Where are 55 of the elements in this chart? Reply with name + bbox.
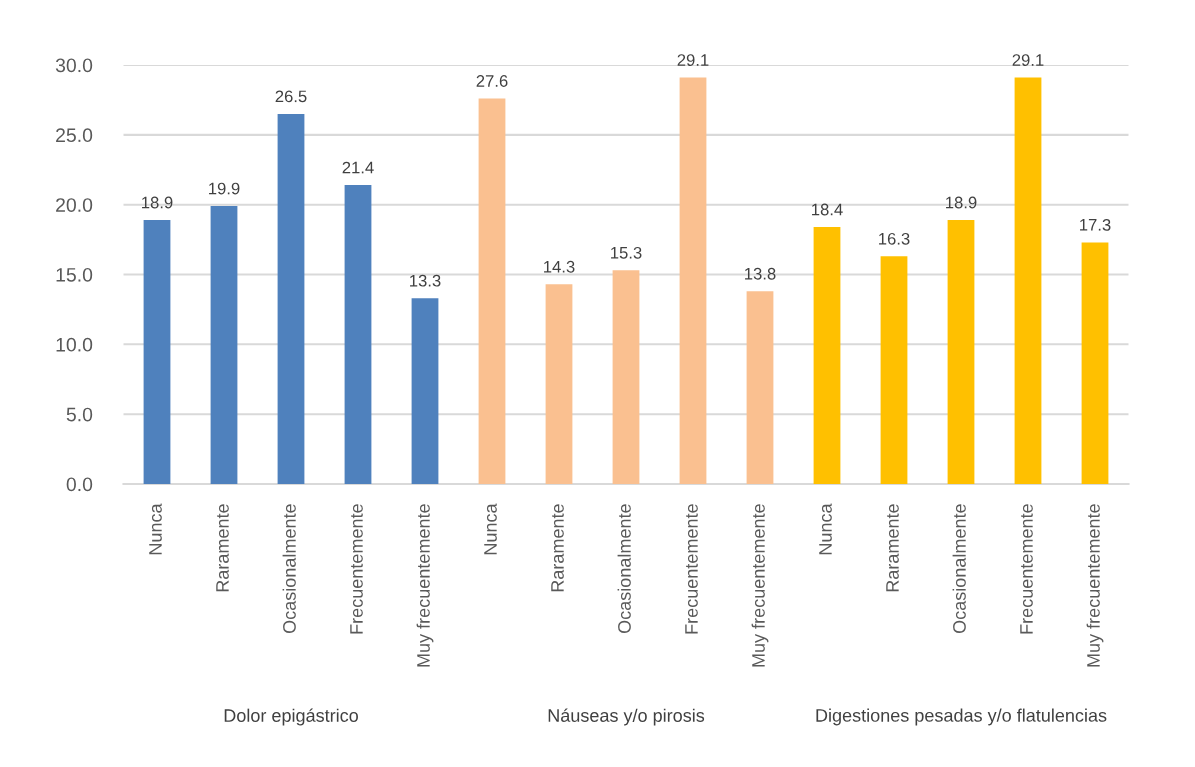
text: Digestiones pesadas y/o flatulencias bbox=[816, 708, 1107, 726]
bar bbox=[746, 291, 774, 484]
data-label: 21.4 bbox=[342, 161, 374, 174]
bar bbox=[612, 270, 640, 484]
data-label: 14.3 bbox=[544, 260, 575, 273]
bar bbox=[545, 284, 573, 484]
data-label: 18.9 bbox=[946, 196, 977, 209]
bar bbox=[277, 113, 305, 484]
bar bbox=[143, 220, 171, 484]
y-tick-label: 5.0 bbox=[66, 407, 93, 422]
x-tick-label: Ocasionalmente bbox=[617, 504, 631, 634]
y-tick-label: 10.0 bbox=[56, 337, 93, 352]
data-label: 15.3 bbox=[611, 246, 642, 259]
bar bbox=[880, 256, 908, 484]
x-tick-label: Ocasionalmente bbox=[952, 504, 966, 634]
data-label: 29.1 bbox=[1012, 54, 1044, 66]
text: Náuseas y/o pirosis bbox=[548, 708, 705, 726]
x-tick-label: Ocasionalmente bbox=[282, 504, 296, 634]
x-tick-label: Muy frecuentemente bbox=[416, 504, 434, 667]
data-label: 17.3 bbox=[1080, 218, 1111, 231]
x-tick-label: Raramente bbox=[551, 504, 564, 592]
y-tick-label: 0.0 bbox=[66, 477, 93, 492]
x-tick-label: Frecuentemente bbox=[350, 504, 363, 634]
data-label: 19.9 bbox=[209, 182, 240, 195]
bar bbox=[947, 220, 975, 484]
bar bbox=[1014, 77, 1042, 484]
bar bbox=[679, 77, 707, 484]
y-tick-label: 15.0 bbox=[56, 267, 93, 282]
x-tick-label: Muy frecuentemente bbox=[1086, 504, 1104, 667]
data-label: 29.1 bbox=[677, 54, 709, 66]
x-tick-label: Nunca bbox=[484, 503, 497, 555]
text: Dolor epigástrico bbox=[224, 708, 358, 726]
x-tick-label: Frecuentemente bbox=[685, 504, 698, 634]
bar bbox=[344, 185, 372, 484]
bar bbox=[813, 227, 841, 484]
y-tick-label: 25.0 bbox=[56, 128, 93, 143]
bar bbox=[478, 98, 506, 484]
data-label: 13.8 bbox=[745, 267, 776, 280]
y-tick-label: 20.0 bbox=[56, 198, 93, 212]
y-tick-label: 30.0 bbox=[55, 58, 93, 73]
data-label: 18.9 bbox=[142, 196, 173, 209]
bar bbox=[411, 298, 439, 484]
x-tick-label: Nunca bbox=[149, 503, 162, 555]
x-tick-label: Nunca bbox=[819, 503, 832, 555]
data-label: 13.3 bbox=[410, 274, 441, 287]
data-label: 27.6 bbox=[476, 75, 508, 87]
x-tick-label: Frecuentemente bbox=[1020, 504, 1033, 634]
data-label: 18.4 bbox=[812, 203, 843, 216]
bar bbox=[210, 206, 238, 484]
x-tick-label: Muy frecuentemente bbox=[751, 504, 769, 667]
x-tick-label: Raramente bbox=[886, 504, 899, 592]
bar bbox=[1081, 242, 1109, 484]
data-label: 26.5 bbox=[275, 90, 307, 103]
x-tick-label: Raramente bbox=[216, 504, 229, 592]
data-label: 16.3 bbox=[879, 232, 910, 245]
